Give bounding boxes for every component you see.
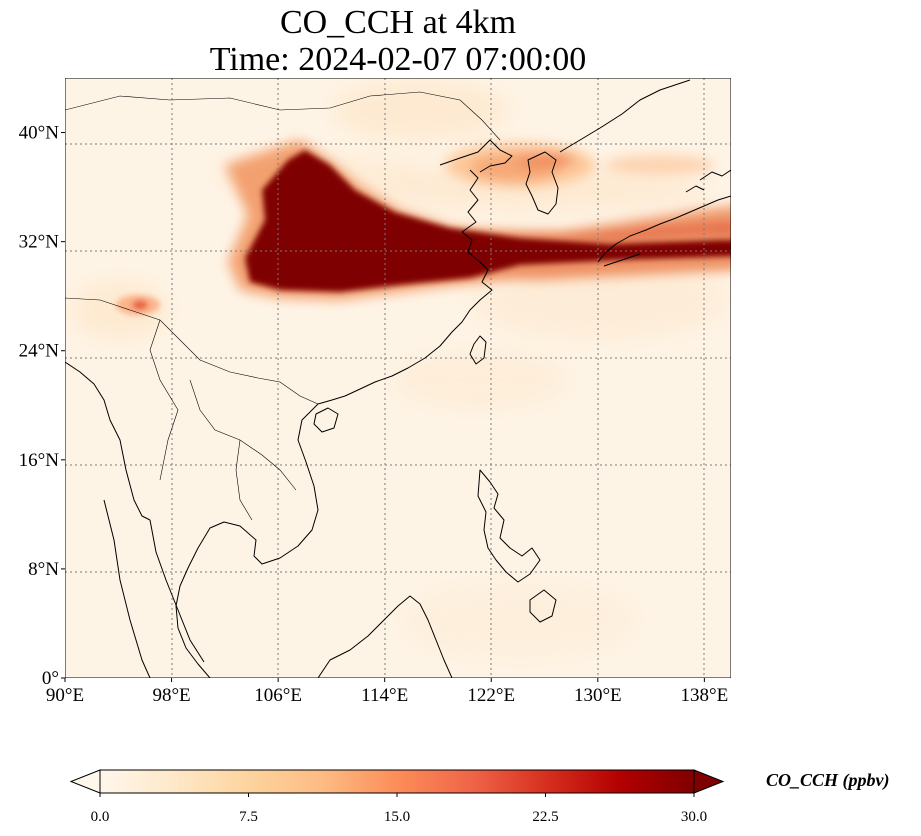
- lon-tick-label: 114°E: [361, 685, 408, 706]
- coast-sumatra: [103, 499, 151, 678]
- lat-tick-label: 24°N: [19, 341, 60, 362]
- plume-korea: [445, 143, 715, 187]
- lat-tick-labels: 0° 8°N 16°N 24°N 32°N 40°N: [19, 123, 65, 689]
- coast-hainan: [313, 407, 339, 433]
- lat-tick-label: 40°N: [19, 123, 60, 144]
- colorbar: 0.0 7.5 15.0 22.5 30.0: [69, 769, 725, 825]
- colorbar-extend-min: [69, 769, 101, 794]
- lon-tick-label: 122°E: [467, 685, 515, 706]
- coast-indochina: [175, 403, 319, 678]
- coast-korea: [525, 151, 559, 215]
- colorbar-label: CO_CCH (ppbv): [766, 770, 890, 790]
- country-borders: [65, 91, 501, 521]
- coast-russia-east: [559, 79, 691, 153]
- map-panel: [65, 78, 731, 678]
- coast-philippines: [477, 469, 557, 623]
- lat-tick-label: 32°N: [19, 232, 60, 253]
- coast-malay-peninsula: [149, 519, 205, 663]
- lon-tick-label: 98°E: [152, 685, 190, 706]
- lat-tick-label: 16°N: [19, 450, 60, 471]
- coast-japan: [597, 169, 731, 267]
- colorbar-tick-label: 15.0: [384, 809, 410, 825]
- lon-tick-label: 130°E: [574, 685, 622, 706]
- lat-tick-label: 0°: [42, 668, 59, 689]
- title-line-2: Time: 2024-02-07 07:00:00: [209, 41, 587, 78]
- plume-core: [225, 140, 731, 300]
- lon-tick-labels: 90°E 98°E 106°E 114°E 122°E 130°E 138°E: [46, 678, 728, 706]
- colorbar-gradient: [100, 770, 694, 793]
- map-title: CO_CCH at 4km Time: 2024-02-07 07:00:00: [65, 4, 731, 78]
- colorbar-tick-label: 0.0: [91, 809, 110, 825]
- title-line-1: CO_CCH at 4km: [279, 4, 517, 41]
- gridlines: [65, 78, 731, 678]
- coastlines: [65, 79, 731, 678]
- lon-tick-label: 90°E: [46, 685, 84, 706]
- plume-tibet-hotspot: [116, 295, 160, 315]
- coast-china-east: [317, 169, 493, 405]
- coast-taiwan: [469, 335, 487, 365]
- colorbar-tick-label: 22.5: [532, 809, 558, 825]
- lon-tick-label: 106°E: [254, 685, 302, 706]
- lat-tick-label: 8°N: [28, 559, 59, 580]
- colorbar-tick-label: 30.0: [681, 809, 707, 825]
- colorbar-extend-max: [693, 769, 725, 794]
- coast-burma: [65, 361, 151, 521]
- colorbar-tick-labels: 0.0 7.5 15.0 22.5 30.0: [91, 793, 707, 825]
- coast-borneo: [317, 595, 453, 678]
- colorbar-tick-label: 7.5: [239, 809, 258, 825]
- lon-tick-label: 138°E: [681, 685, 729, 706]
- coast-bohai: [439, 139, 513, 173]
